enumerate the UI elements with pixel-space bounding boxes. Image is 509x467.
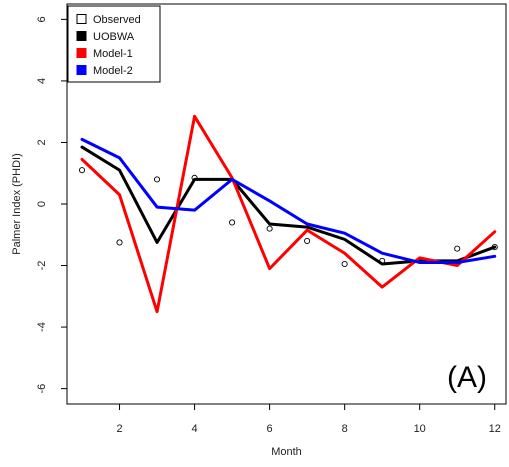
data-point-observed — [154, 176, 161, 183]
legend-swatch-model-2 — [76, 65, 87, 75]
data-point-observed — [454, 245, 461, 252]
data-point-observed — [266, 225, 273, 232]
series-line-uobwa — [80, 145, 497, 266]
y-axis-title: Palmer Index (PHDI) — [11, 153, 23, 254]
y-tick-label: 0 — [36, 201, 48, 207]
data-point-observed — [78, 167, 86, 174]
x-tick-label: 2 — [116, 423, 122, 435]
legend-swatch-uobwa — [76, 31, 87, 41]
data-point-observed — [229, 219, 236, 226]
series-layer — [78, 114, 498, 314]
legend-label-observed: Observed — [93, 14, 141, 26]
legend-swatch-observed — [76, 14, 87, 24]
series-line-model-2 — [80, 137, 497, 264]
y-tick-label: 6 — [36, 16, 48, 22]
x-axis-title: Month — [271, 446, 302, 458]
series-line-model-1 — [80, 114, 497, 314]
legend-swatch-model-1 — [76, 48, 87, 58]
x-tick-label: 12 — [489, 423, 501, 435]
legend-label-uobwa: UOBWA — [93, 31, 135, 43]
x-tick-label: 8 — [342, 423, 348, 435]
legend: Observed UOBWA Model-1 Model-2 — [67, 5, 161, 83]
x-tick-label: 6 — [267, 423, 273, 435]
y-tick-label: -2 — [36, 261, 48, 271]
data-point-observed — [341, 260, 348, 268]
data-point-observed — [116, 239, 123, 246]
y-tick-label: 2 — [36, 139, 48, 145]
panel-label: (A) — [447, 361, 487, 394]
x-tick-label: 10 — [414, 423, 426, 435]
axes: 2 4 6 8 10 12 -6 -4 -2 0 2 4 6 — [36, 3, 507, 435]
data-point-observed — [304, 237, 311, 244]
y-tick-label: -4 — [36, 322, 48, 332]
y-tick-label: 4 — [36, 78, 48, 84]
x-tick-label: 4 — [192, 423, 198, 435]
legend-label-model-2: Model-2 — [93, 65, 133, 77]
legend-label-model-1: Model-1 — [93, 48, 133, 60]
y-tick-label: -6 — [36, 384, 48, 394]
